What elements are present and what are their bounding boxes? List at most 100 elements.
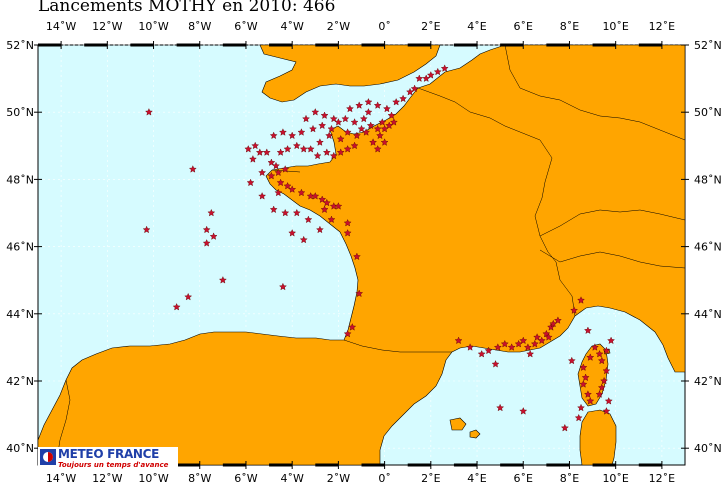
star-icon <box>500 339 509 348</box>
star-icon <box>533 333 541 341</box>
star-icon <box>519 407 528 415</box>
star-icon <box>142 225 151 234</box>
star-icon <box>586 397 595 405</box>
lon-label-top: 4˚E <box>467 20 486 33</box>
star-icon <box>315 138 324 146</box>
star-icon <box>292 208 301 217</box>
star-icon <box>292 141 301 150</box>
star-icon <box>322 148 331 156</box>
star-icon <box>491 360 500 368</box>
star-icon <box>577 296 585 304</box>
star-icon <box>327 124 336 133</box>
lon-label-bottom: 12˚W <box>92 472 122 485</box>
star-icon <box>366 121 375 130</box>
star-icon <box>218 276 227 284</box>
star-icon <box>380 138 389 146</box>
star-icon <box>311 192 320 200</box>
lon-label-top: 6˚W <box>234 20 257 33</box>
star-icon <box>607 336 616 345</box>
star-icon <box>343 229 352 237</box>
lat-label-left: 46˚N <box>6 241 34 254</box>
star-icon <box>172 302 181 311</box>
star-icon <box>579 380 588 388</box>
star-icon <box>600 376 608 385</box>
star-icon <box>188 165 197 173</box>
star-icon <box>581 373 590 382</box>
star-icon <box>570 306 579 314</box>
lon-label-bottom: 4˚W <box>280 472 303 485</box>
borders <box>55 44 686 466</box>
land-balearic-2 <box>469 429 481 439</box>
star-icon <box>302 114 311 123</box>
star-icon <box>597 356 606 365</box>
star-icon <box>299 235 308 244</box>
star-icon <box>329 114 338 123</box>
land-sardinia <box>579 409 617 466</box>
star-icon <box>274 188 283 197</box>
star-icon <box>348 323 357 331</box>
lon-label-bottom: 10˚W <box>138 472 168 485</box>
lon-label-top: 8˚W <box>188 20 211 33</box>
lat-label-right: 48˚N <box>694 173 721 186</box>
star-icon <box>327 215 336 224</box>
lon-label-bottom: 2˚W <box>327 472 350 485</box>
star-icon <box>343 128 352 136</box>
star-icon <box>276 178 285 187</box>
lat-label-right: 46˚N <box>694 241 721 254</box>
star-icon <box>350 141 359 150</box>
star-icon <box>602 366 611 375</box>
star-icon <box>207 208 216 217</box>
star-icon <box>304 215 313 224</box>
star-icon <box>567 356 576 365</box>
star-icon <box>392 97 401 106</box>
star-icon <box>184 292 193 301</box>
star-icon <box>454 336 463 345</box>
lat-label-left: 48˚N <box>6 173 34 186</box>
star-icon <box>267 171 276 180</box>
star-icon <box>519 336 528 345</box>
star-icon <box>583 326 592 334</box>
star-icon <box>269 205 278 214</box>
star-icon <box>586 353 595 361</box>
star-icon <box>258 168 267 177</box>
star-icon <box>343 145 352 153</box>
star-icon <box>373 145 382 153</box>
star-icon <box>530 339 539 348</box>
star-icon <box>364 108 373 116</box>
star-icon <box>597 383 606 392</box>
star-icon <box>288 131 297 140</box>
star-icon <box>399 94 407 103</box>
lon-label-top: 8˚E <box>560 20 579 33</box>
star-icon <box>378 118 387 126</box>
axis-labels: 14˚W 14˚W 12˚W 12˚W 10˚W 10˚W 8˚W 8˚W 6˚W 6˚W 4˚W 4… <box>6 20 721 485</box>
star-icon <box>311 108 320 116</box>
star-icon <box>329 151 338 160</box>
star-icon <box>583 390 592 398</box>
star-icon <box>466 343 474 351</box>
star-icon <box>244 145 253 153</box>
star-icon <box>281 165 290 173</box>
lon-label-bottom: 10˚E <box>602 472 628 485</box>
lon-label-bottom: 2˚E <box>421 472 440 485</box>
star-icon <box>373 101 382 109</box>
star-icon <box>560 423 569 432</box>
star-icon <box>369 138 378 146</box>
star-icon <box>345 104 354 113</box>
star-icon <box>269 131 278 140</box>
star-icon <box>325 131 334 140</box>
star-icon <box>604 397 613 405</box>
star-icon <box>255 148 264 156</box>
star-icon <box>276 148 285 156</box>
star-icon <box>313 151 322 160</box>
lon-label-bottom: 8˚W <box>188 472 211 485</box>
star-icon <box>281 208 290 217</box>
star-icon <box>426 71 435 79</box>
star-icon <box>477 349 486 358</box>
star-icon <box>320 205 329 214</box>
lon-label-top: 14˚W <box>46 20 76 33</box>
star-icon <box>336 134 345 143</box>
star-icon <box>318 195 327 203</box>
star-icon <box>595 349 604 358</box>
star-icon <box>382 104 391 113</box>
lon-label-top: 4˚W <box>280 20 303 33</box>
